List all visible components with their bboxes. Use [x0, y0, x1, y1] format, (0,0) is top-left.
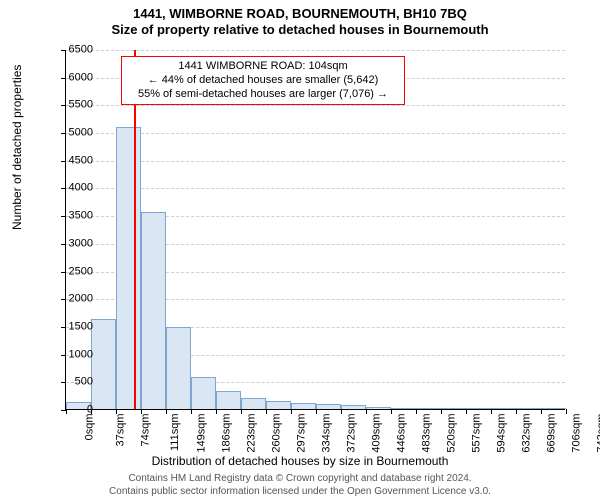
x-tick	[291, 409, 292, 414]
y-tick-label: 6500	[43, 45, 93, 56]
histogram-bar	[341, 405, 366, 409]
x-tick-label: 37sqm	[116, 414, 127, 447]
gridline	[66, 50, 565, 51]
y-axis-label: Number of detached properties	[10, 65, 24, 230]
x-tick	[316, 409, 317, 414]
histogram-bar	[441, 408, 466, 409]
x-tick-label: 334sqm	[322, 414, 333, 453]
x-tick	[441, 409, 442, 414]
y-tick-label: 500	[43, 377, 93, 388]
x-tick-label: 186sqm	[222, 414, 233, 453]
info-box-line2: ← 44% of detached houses are smaller (5,…	[128, 74, 398, 88]
y-tick-label: 4500	[43, 155, 93, 166]
histogram-bar	[316, 404, 341, 409]
footer-line1: Contains HM Land Registry data © Crown c…	[0, 473, 600, 486]
y-tick-label: 3500	[43, 211, 93, 222]
x-tick-label: 632sqm	[522, 414, 533, 453]
x-tick-label: 297sqm	[297, 414, 308, 453]
x-tick-label: 557sqm	[472, 414, 483, 453]
y-tick-label: 3000	[43, 238, 93, 249]
info-box-line1: 1441 WIMBORNE ROAD: 104sqm	[128, 60, 398, 74]
chart-title-line1: 1441, WIMBORNE ROAD, BOURNEMOUTH, BH10 7…	[0, 6, 600, 22]
histogram-bar	[366, 407, 391, 409]
x-tick-label: 260sqm	[272, 414, 283, 453]
histogram-bar	[541, 408, 566, 409]
histogram-bar	[141, 212, 166, 409]
histogram-bar	[491, 408, 516, 409]
x-tick-label: 706sqm	[572, 414, 583, 453]
histogram-bar	[516, 408, 541, 409]
y-tick-label: 5500	[43, 100, 93, 111]
x-tick-label: 149sqm	[197, 414, 208, 453]
x-tick	[516, 409, 517, 414]
x-tick	[491, 409, 492, 414]
y-tick-label: 6000	[43, 72, 93, 83]
chart-header: 1441, WIMBORNE ROAD, BOURNEMOUTH, BH10 7…	[0, 0, 600, 39]
x-tick-label: 520sqm	[447, 414, 458, 453]
x-tick-label: 594sqm	[497, 414, 508, 453]
y-tick-label: 4000	[43, 183, 93, 194]
x-tick	[366, 409, 367, 414]
y-tick-label: 0	[43, 405, 93, 416]
y-tick-label: 1000	[43, 349, 93, 360]
info-box: 1441 WIMBORNE ROAD: 104sqm← 44% of detac…	[121, 56, 405, 105]
x-tick	[541, 409, 542, 414]
x-tick	[416, 409, 417, 414]
chart-container: 1441, WIMBORNE ROAD, BOURNEMOUTH, BH10 7…	[0, 0, 600, 500]
y-tick-label: 1500	[43, 321, 93, 332]
histogram-bar	[266, 401, 291, 409]
histogram-bar	[391, 408, 416, 409]
chart-area: 0sqm37sqm74sqm111sqm149sqm186sqm223sqm26…	[65, 50, 565, 410]
chart-title-line2: Size of property relative to detached ho…	[0, 22, 600, 38]
x-tick-label: 372sqm	[347, 414, 358, 453]
x-tick	[391, 409, 392, 414]
histogram-bar	[241, 398, 266, 409]
x-axis-label: Distribution of detached houses by size …	[0, 454, 600, 468]
x-tick	[341, 409, 342, 414]
x-tick	[216, 409, 217, 414]
histogram-bar	[216, 391, 241, 409]
x-tick-label: 409sqm	[372, 414, 383, 453]
footer-attribution: Contains HM Land Registry data © Crown c…	[0, 473, 600, 498]
x-tick-label: 743sqm	[597, 414, 600, 453]
x-tick-label: 223sqm	[247, 414, 258, 453]
x-tick-label: 483sqm	[422, 414, 433, 453]
gridline	[66, 105, 565, 106]
x-tick	[191, 409, 192, 414]
y-tick-label: 2000	[43, 294, 93, 305]
x-tick	[116, 409, 117, 414]
x-tick	[241, 409, 242, 414]
y-tick-label: 2500	[43, 266, 93, 277]
histogram-bar	[166, 327, 191, 409]
histogram-bar	[466, 408, 491, 409]
x-tick	[266, 409, 267, 414]
x-tick	[466, 409, 467, 414]
histogram-bar	[416, 408, 441, 409]
footer-line2: Contains public sector information licen…	[0, 486, 600, 499]
x-tick-label: 0sqm	[84, 414, 95, 441]
x-tick	[141, 409, 142, 414]
x-tick-label: 74sqm	[141, 414, 152, 447]
plot-area: 0sqm37sqm74sqm111sqm149sqm186sqm223sqm26…	[65, 50, 565, 410]
x-tick	[566, 409, 567, 414]
x-tick-label: 111sqm	[170, 414, 181, 452]
info-box-line3: 55% of semi-detached houses are larger (…	[128, 88, 398, 102]
x-tick-label: 669sqm	[547, 414, 558, 453]
x-tick	[166, 409, 167, 414]
histogram-bar	[91, 319, 116, 409]
histogram-bar	[191, 377, 216, 409]
histogram-bar	[116, 127, 141, 409]
y-tick-label: 5000	[43, 128, 93, 139]
x-tick-label: 446sqm	[397, 414, 408, 453]
histogram-bar	[291, 403, 316, 409]
